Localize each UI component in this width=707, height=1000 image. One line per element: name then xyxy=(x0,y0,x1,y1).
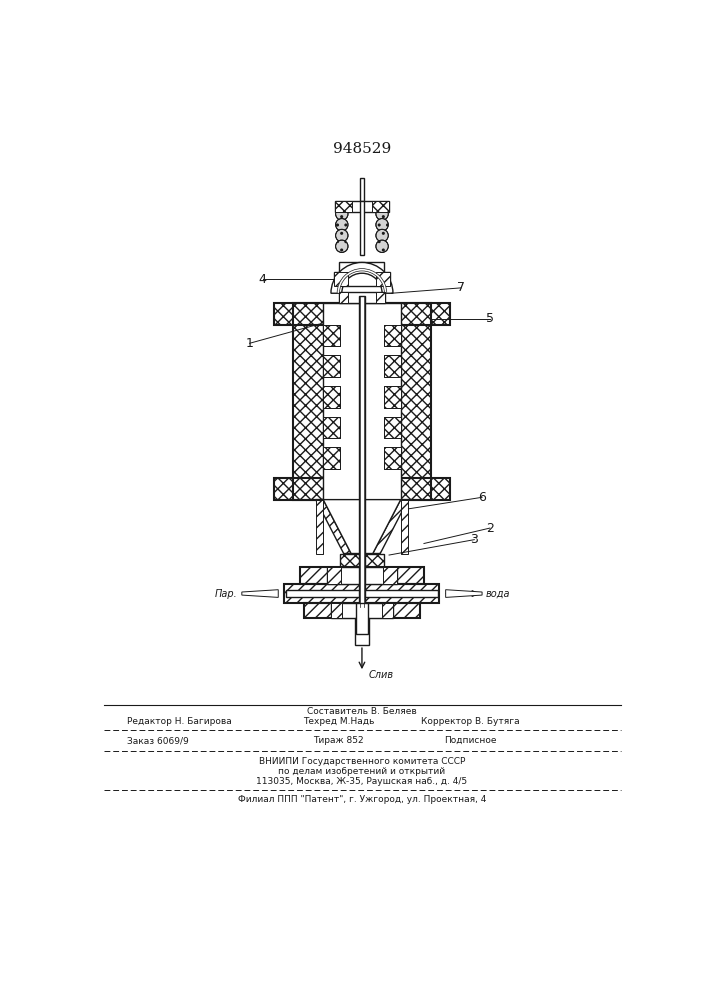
Bar xyxy=(300,567,424,584)
Bar xyxy=(323,417,340,438)
Bar xyxy=(384,386,401,408)
Polygon shape xyxy=(242,590,279,597)
Text: 2: 2 xyxy=(486,522,493,535)
Bar xyxy=(340,554,384,567)
Circle shape xyxy=(376,219,388,231)
Bar xyxy=(431,478,450,500)
Text: Редактор Н. Багирова: Редактор Н. Багирова xyxy=(127,717,232,726)
Circle shape xyxy=(336,219,348,231)
Text: ВНИИПИ Государственного комитета СССР: ВНИИПИ Государственного комитета СССР xyxy=(259,757,465,766)
Bar xyxy=(384,325,401,346)
Bar xyxy=(384,417,401,438)
Bar xyxy=(431,303,450,325)
Text: 4: 4 xyxy=(259,273,267,286)
Text: 6: 6 xyxy=(478,491,486,504)
Text: вода: вода xyxy=(486,589,510,599)
Text: 948529: 948529 xyxy=(333,142,391,156)
Bar xyxy=(335,201,352,212)
Text: Составитель В. Беляев: Составитель В. Беляев xyxy=(307,707,417,716)
Bar xyxy=(293,303,431,500)
Text: 113035, Москва, Ж-35, Раушская наб., д. 4/5: 113035, Москва, Ж-35, Раушская наб., д. … xyxy=(257,777,467,786)
Bar xyxy=(331,603,341,618)
Bar xyxy=(360,201,364,255)
Bar xyxy=(376,272,390,286)
Bar xyxy=(384,355,401,377)
Bar xyxy=(284,584,440,603)
Bar xyxy=(339,292,385,303)
Text: Корректор В. Бутяга: Корректор В. Бутяга xyxy=(421,717,520,726)
Bar xyxy=(384,386,401,408)
Bar xyxy=(384,355,401,377)
Bar xyxy=(384,447,401,469)
Bar xyxy=(401,500,408,554)
Text: 5: 5 xyxy=(486,312,493,325)
Bar xyxy=(323,447,340,469)
Text: Подписное: Подписное xyxy=(444,736,497,745)
Bar xyxy=(384,325,401,346)
Bar xyxy=(323,355,340,377)
Bar xyxy=(339,262,385,272)
Bar xyxy=(274,478,293,500)
Bar xyxy=(331,603,393,618)
Bar xyxy=(327,567,397,584)
Polygon shape xyxy=(373,500,408,554)
Bar xyxy=(323,303,401,500)
Bar xyxy=(339,292,348,303)
Circle shape xyxy=(336,208,348,220)
Bar xyxy=(323,355,340,377)
Bar xyxy=(372,201,389,212)
Circle shape xyxy=(336,229,348,242)
Bar xyxy=(359,296,365,607)
Bar xyxy=(334,272,390,286)
Bar xyxy=(323,417,340,438)
Text: Техред М.Надь: Техред М.Надь xyxy=(303,717,375,726)
Bar xyxy=(323,386,340,408)
Bar xyxy=(340,554,384,567)
Bar xyxy=(323,386,340,408)
Circle shape xyxy=(376,240,388,252)
Bar xyxy=(383,567,397,584)
Bar xyxy=(286,590,438,597)
Polygon shape xyxy=(316,500,351,554)
Text: 7: 7 xyxy=(457,281,465,294)
Polygon shape xyxy=(323,500,401,554)
Bar xyxy=(384,417,401,438)
Text: Слив: Слив xyxy=(368,670,393,680)
Text: 1: 1 xyxy=(245,337,254,350)
Bar xyxy=(274,303,450,325)
Bar xyxy=(355,618,369,645)
Bar xyxy=(274,303,293,325)
Polygon shape xyxy=(445,590,482,597)
Circle shape xyxy=(336,240,348,252)
Bar xyxy=(323,447,340,469)
Bar xyxy=(304,603,420,618)
Bar xyxy=(384,447,401,469)
Text: Тираж 852: Тираж 852 xyxy=(313,736,364,745)
Text: по делам изобретений и открытий: по делам изобретений и открытий xyxy=(279,767,445,776)
Bar xyxy=(327,567,341,584)
Bar xyxy=(323,325,340,346)
Bar xyxy=(284,584,440,603)
Bar xyxy=(335,201,389,212)
Bar xyxy=(401,303,431,500)
Wedge shape xyxy=(337,269,387,293)
Bar xyxy=(382,603,393,618)
Bar xyxy=(376,292,385,303)
Bar xyxy=(323,325,340,346)
Bar xyxy=(304,603,420,618)
Circle shape xyxy=(376,229,388,242)
Text: Заказ 6069/9: Заказ 6069/9 xyxy=(127,736,189,745)
Bar xyxy=(356,603,368,634)
Bar xyxy=(360,178,364,201)
Bar xyxy=(316,500,323,554)
Bar xyxy=(293,303,323,500)
Circle shape xyxy=(376,208,388,220)
Bar xyxy=(274,478,450,500)
Text: Филиал ППП "Патент", г. Ужгород, ул. Проектная, 4: Филиал ППП "Патент", г. Ужгород, ул. Про… xyxy=(238,795,486,804)
Text: Пар.: Пар. xyxy=(215,589,238,599)
Wedge shape xyxy=(331,262,393,293)
Bar xyxy=(300,567,424,584)
Bar xyxy=(334,272,348,286)
Text: 3: 3 xyxy=(470,533,478,546)
